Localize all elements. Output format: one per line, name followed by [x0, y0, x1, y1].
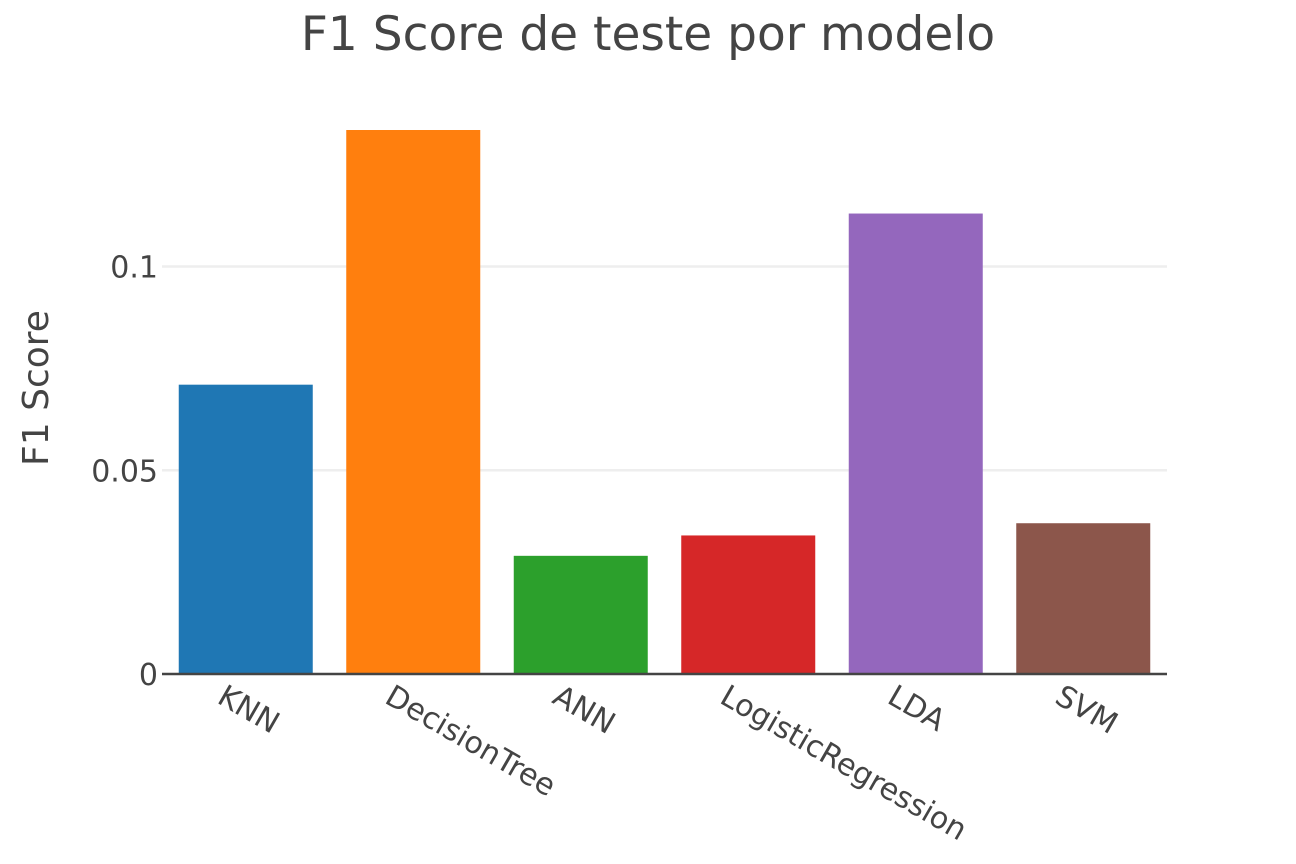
- bar-ann: [513, 555, 648, 674]
- bar-lda: [848, 213, 983, 674]
- bar-logisticregression: [681, 535, 816, 674]
- x-tick-label: SVM: [1049, 679, 1123, 742]
- y-tick-label: 0: [139, 658, 158, 693]
- bars: [178, 130, 1151, 674]
- y-tick-label: 0.05: [91, 454, 158, 489]
- bar-svm: [1016, 523, 1151, 674]
- x-tick-label: ANN: [547, 679, 621, 742]
- gridlines: [162, 265, 1167, 472]
- y-axis-ticks: 0 0.05 0.1: [91, 251, 158, 693]
- bar-decisiontree: [346, 130, 481, 674]
- x-tick-label: DecisionTree: [379, 679, 561, 804]
- y-axis-title: F1 Score: [16, 310, 57, 466]
- bar-knn: [178, 384, 313, 674]
- y-tick-label: 0.1: [110, 251, 158, 286]
- x-tick-label: KNN: [212, 679, 285, 742]
- chart-title: F1 Score de teste por modelo: [301, 7, 995, 62]
- x-tick-label: LDA: [882, 679, 952, 739]
